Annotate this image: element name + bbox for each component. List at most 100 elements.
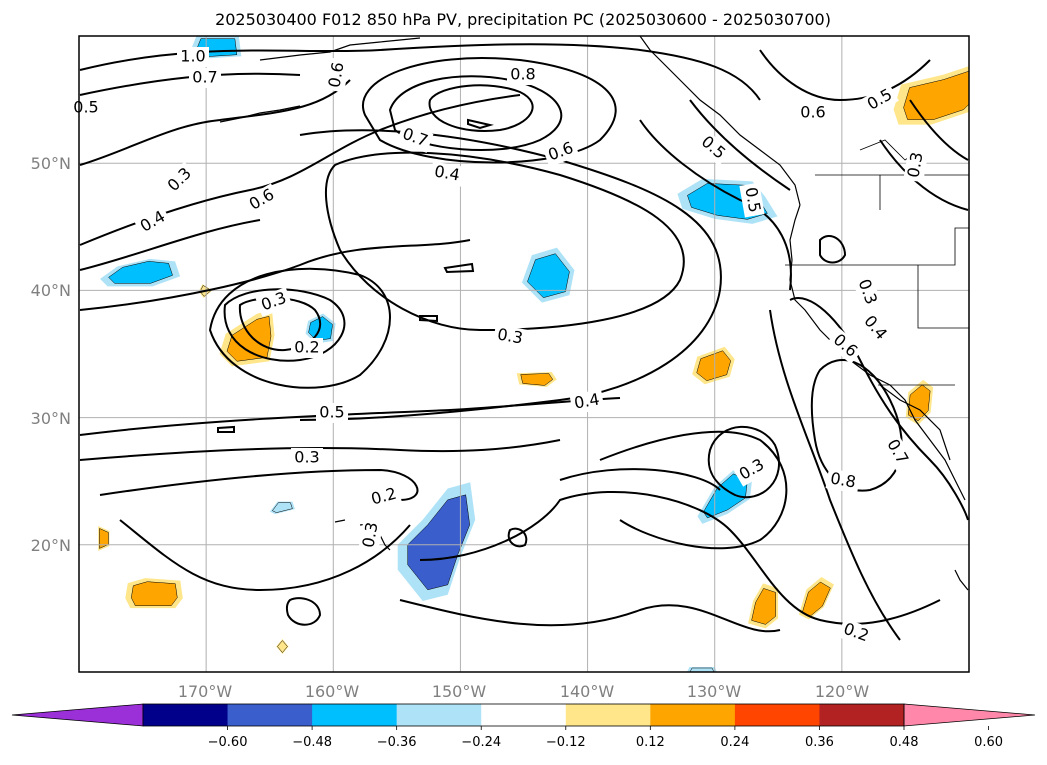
colorbar-frame — [142, 703, 905, 727]
lon-tick-label: 150°W — [432, 682, 487, 701]
lon-tick-label: 140°W — [560, 682, 615, 701]
colorbar-segment — [312, 704, 398, 726]
contour-label: 0.4 — [573, 389, 601, 412]
contour-line — [559, 468, 721, 491]
contour-label-bg — [365, 483, 403, 511]
contour-label-bg — [880, 433, 914, 471]
contour-line — [223, 288, 346, 362]
contour-line — [299, 129, 722, 421]
contour-label-bg — [733, 453, 771, 487]
contour-line — [79, 439, 561, 461]
colorbar-tick-label: −0.36 — [377, 735, 417, 750]
contour-label-bg — [507, 65, 539, 85]
contour-label-bg — [243, 183, 281, 217]
colorbar-tick-label: 0.36 — [805, 735, 834, 750]
contour-label: 1.0 — [180, 47, 205, 66]
lat-tick-label: 50°N — [31, 154, 71, 173]
contour-line — [599, 430, 788, 550]
map-frame — [78, 35, 970, 673]
contour-label: 0.3 — [903, 151, 926, 179]
colorbar-tick-label: 0.24 — [720, 735, 749, 750]
contour-line — [79, 43, 761, 101]
colorbar-segment — [227, 704, 313, 726]
precip-shade — [108, 261, 173, 284]
colorbar-tick-label: 0.48 — [890, 735, 919, 750]
contour-label-bg — [492, 324, 528, 350]
coastline — [259, 37, 421, 61]
contour-label-bg — [255, 287, 293, 317]
contour-label-bg — [861, 83, 899, 117]
contour-labels: 1.00.7 0.60.50.80.70.6 0.50.40.30.40.60.30… — [70, 47, 929, 648]
colorbar-tick-label: −0.24 — [461, 735, 501, 750]
contour-line — [79, 239, 471, 311]
contour-line — [208, 267, 391, 389]
contour-label: 0.3 — [496, 324, 524, 347]
contour-line — [99, 468, 419, 501]
border-line — [785, 227, 969, 266]
precip-shade — [277, 640, 288, 653]
colorbar-tick-label: −0.12 — [546, 735, 586, 750]
contour-label-bg — [324, 57, 350, 93]
contour-line — [399, 599, 781, 633]
contour-line — [759, 49, 931, 102]
contour-line — [639, 119, 792, 291]
contour-label: 0.8 — [829, 468, 857, 491]
colorbar-segment — [734, 704, 820, 726]
contour-line — [689, 99, 791, 191]
colorbar-tick-label: −0.48 — [292, 735, 332, 750]
contour-line — [324, 151, 685, 332]
contour-label-bg — [177, 47, 209, 67]
contour-label-bg — [396, 123, 434, 153]
colorbar-segment — [819, 704, 905, 726]
contour-line — [119, 519, 411, 592]
precip-shade — [689, 667, 715, 672]
contour-label-bg — [694, 130, 732, 166]
contour-line — [507, 527, 528, 548]
contour-label-bg — [739, 182, 765, 218]
coastline — [639, 36, 801, 206]
contour-line — [443, 262, 475, 274]
colorbar-tick-label: 0.60 — [974, 735, 1003, 750]
contour-line — [789, 297, 969, 521]
contour-label-bg — [837, 618, 875, 648]
contour-line — [79, 397, 621, 436]
contour-line — [819, 235, 847, 264]
precip-shade — [903, 70, 969, 120]
precip-shade — [226, 315, 272, 362]
precip-shade — [751, 588, 776, 625]
lat-tick-label: 40°N — [31, 281, 71, 300]
contour-label: 0.5 — [319, 403, 344, 422]
contour-line — [909, 99, 969, 161]
contour-label-bg — [189, 68, 221, 88]
contour-label: 0.5 — [741, 186, 764, 214]
contour-label: 0.6 — [800, 103, 825, 122]
contour-line — [419, 315, 438, 323]
contour-label: 0.3 — [294, 448, 319, 467]
lat-tick-label: 30°N — [31, 409, 71, 428]
contour-label: 0.7 — [192, 68, 217, 87]
contour-line — [217, 425, 235, 433]
lon-tick-label: 130°W — [687, 682, 742, 701]
lon-tick-label: 120°W — [815, 682, 870, 701]
contour-line — [769, 309, 901, 641]
lat-tick-label: 20°N — [31, 536, 71, 555]
contour-label-bg — [358, 517, 384, 553]
contour-label-bg — [70, 98, 102, 118]
lon-axis: 170°W 160°W 150°W 140°W 130°W 120°W — [178, 682, 870, 701]
colorbar-tick-label: 0.12 — [636, 735, 665, 750]
precip-shade — [527, 253, 570, 298]
lat-axis: 50°N 40°N 30°N 20°N — [31, 154, 71, 555]
precip-shade — [520, 373, 554, 386]
precip-shade — [272, 502, 293, 513]
colorbar-extend-high — [903, 703, 1036, 727]
contour-line — [79, 219, 261, 271]
colorbar-tick-label: −0.60 — [208, 735, 248, 750]
chart-title: 2025030400 F012 850 hPa PV, precipitatio… — [215, 10, 831, 29]
coastline — [219, 105, 301, 123]
contour-label-bg — [161, 161, 199, 199]
colorbar-segment — [650, 704, 736, 726]
contour-line — [79, 72, 301, 96]
contour-label-bg — [291, 338, 323, 358]
colorbar-segment — [565, 704, 651, 726]
